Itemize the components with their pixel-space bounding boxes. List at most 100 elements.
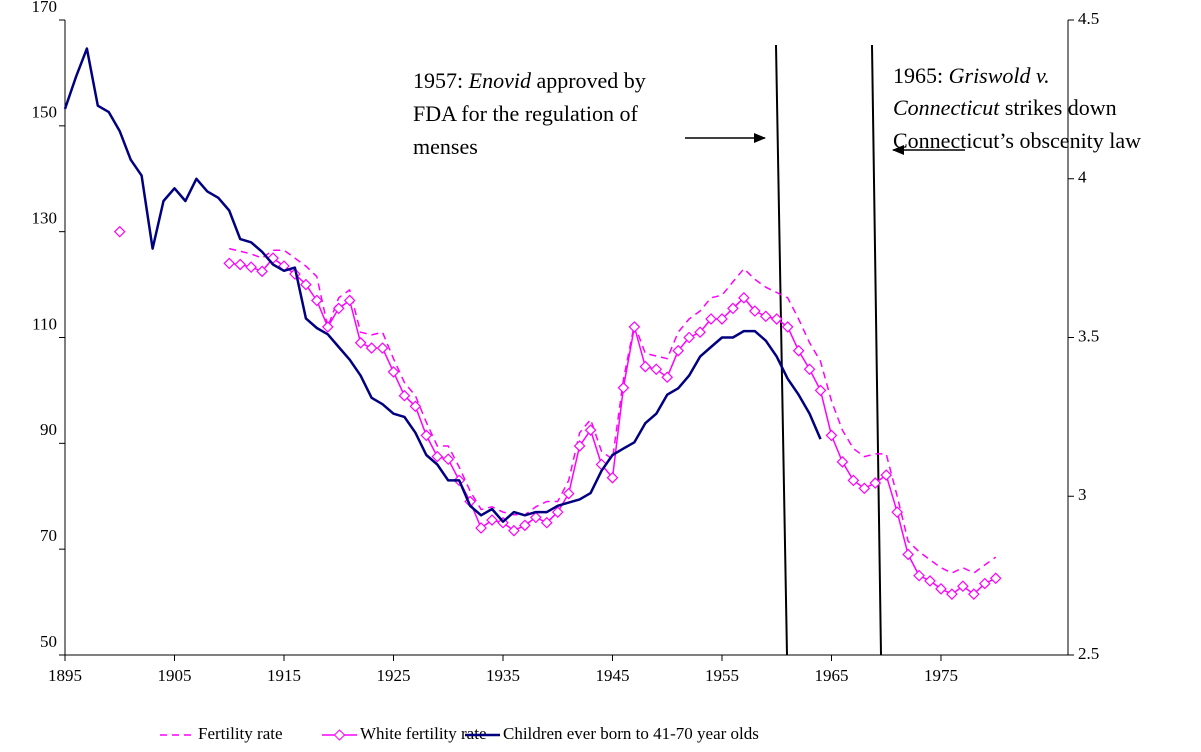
x-tick-label: 1945 <box>595 666 629 685</box>
data-point <box>551 506 564 518</box>
data-point <box>814 384 827 397</box>
data-point <box>234 258 247 271</box>
data-point <box>508 524 520 537</box>
data-point <box>781 321 794 333</box>
y-tick-label: 130 <box>32 209 58 228</box>
data-point <box>716 313 728 325</box>
y2-tick-label: 3.5 <box>1078 326 1099 345</box>
data-point <box>639 360 652 373</box>
data-point <box>398 389 411 402</box>
data-point <box>431 450 444 463</box>
data-point <box>409 400 422 413</box>
series-line <box>229 247 997 574</box>
data-point <box>650 363 663 376</box>
data-point <box>825 429 838 442</box>
data-point <box>519 519 531 532</box>
data-point <box>354 336 367 349</box>
y2-tick-label: 2.5 <box>1078 644 1099 663</box>
data-point <box>880 469 893 481</box>
annotation: FDA for the regulation of <box>413 101 639 126</box>
data-point <box>573 440 586 452</box>
x-tick-label: 1905 <box>157 666 191 685</box>
data-point <box>365 342 378 354</box>
data-point <box>300 278 312 291</box>
y2-tick-label: 4.5 <box>1078 9 1099 28</box>
annotation: 1965: Griswold v. <box>893 63 1050 88</box>
data-point <box>540 516 553 529</box>
data-point <box>978 577 991 590</box>
x-tick-label: 1975 <box>924 666 958 685</box>
x-tick-label: 1955 <box>705 666 739 685</box>
data-point <box>727 302 739 315</box>
y2-tick-label: 3 <box>1078 485 1087 504</box>
x-tick-label: 1935 <box>486 666 520 685</box>
y-tick-label: 90 <box>40 420 57 439</box>
data-point <box>891 506 904 518</box>
data-point <box>836 456 849 468</box>
annotation: menses <box>413 134 478 159</box>
data-point <box>705 313 717 325</box>
data-point <box>738 291 750 304</box>
y-tick-label: 110 <box>32 314 57 333</box>
legend-label: Fertility rate <box>198 724 283 743</box>
legend-label: Children ever born to 41-70 year olds <box>503 724 759 743</box>
data-point <box>343 294 356 307</box>
data-point <box>562 487 575 500</box>
annotation: Connecticut’s obscenity law <box>893 128 1141 153</box>
data-point <box>759 310 772 323</box>
y-tick-label: 70 <box>40 526 57 545</box>
x-tick-label: 1925 <box>376 666 410 685</box>
x-tick-label: 1965 <box>814 666 848 685</box>
data-point <box>475 522 487 534</box>
data-point <box>946 588 958 600</box>
data-point <box>869 477 882 489</box>
data-point <box>606 471 619 484</box>
legend-marker <box>333 729 346 741</box>
series-line <box>63 47 822 523</box>
data-point <box>847 474 860 487</box>
data-point <box>420 429 433 442</box>
data-point <box>803 363 816 376</box>
data-point <box>935 583 947 595</box>
y2-tick-label: 4 <box>1078 168 1087 187</box>
event-line <box>871 44 882 656</box>
data-point <box>902 548 914 561</box>
data-point <box>332 302 345 315</box>
data-point <box>924 575 936 587</box>
data-point <box>113 225 126 238</box>
data-point <box>913 569 925 582</box>
data-point <box>967 588 980 600</box>
data-point <box>321 321 334 333</box>
data-point <box>792 344 805 357</box>
data-point <box>989 572 1002 585</box>
data-point <box>387 366 400 378</box>
x-tick-label: 1895 <box>48 666 82 685</box>
y-tick-label: 150 <box>32 103 58 122</box>
data-point <box>683 331 695 344</box>
data-point <box>661 371 674 384</box>
y-tick-label: 170 <box>32 0 58 16</box>
data-point <box>529 511 542 524</box>
data-point <box>486 514 498 526</box>
data-point <box>442 453 455 466</box>
data-point <box>617 381 630 394</box>
data-point <box>858 482 871 495</box>
data-point <box>584 424 597 436</box>
data-point <box>672 344 685 357</box>
data-point <box>770 313 783 325</box>
data-point <box>748 305 761 317</box>
event-line <box>775 44 788 656</box>
annotation: 1957: Enovid approved by <box>413 68 646 93</box>
legend-label: White fertility rate <box>360 724 487 743</box>
y-tick-label: 50 <box>40 632 57 651</box>
data-point <box>694 326 706 339</box>
x-tick-label: 1915 <box>267 666 301 685</box>
data-point <box>245 261 257 273</box>
data-point <box>957 580 969 593</box>
data-point <box>256 265 268 278</box>
annotation: Connecticut strikes down <box>893 95 1117 120</box>
data-point <box>223 257 236 270</box>
data-point <box>628 321 641 333</box>
